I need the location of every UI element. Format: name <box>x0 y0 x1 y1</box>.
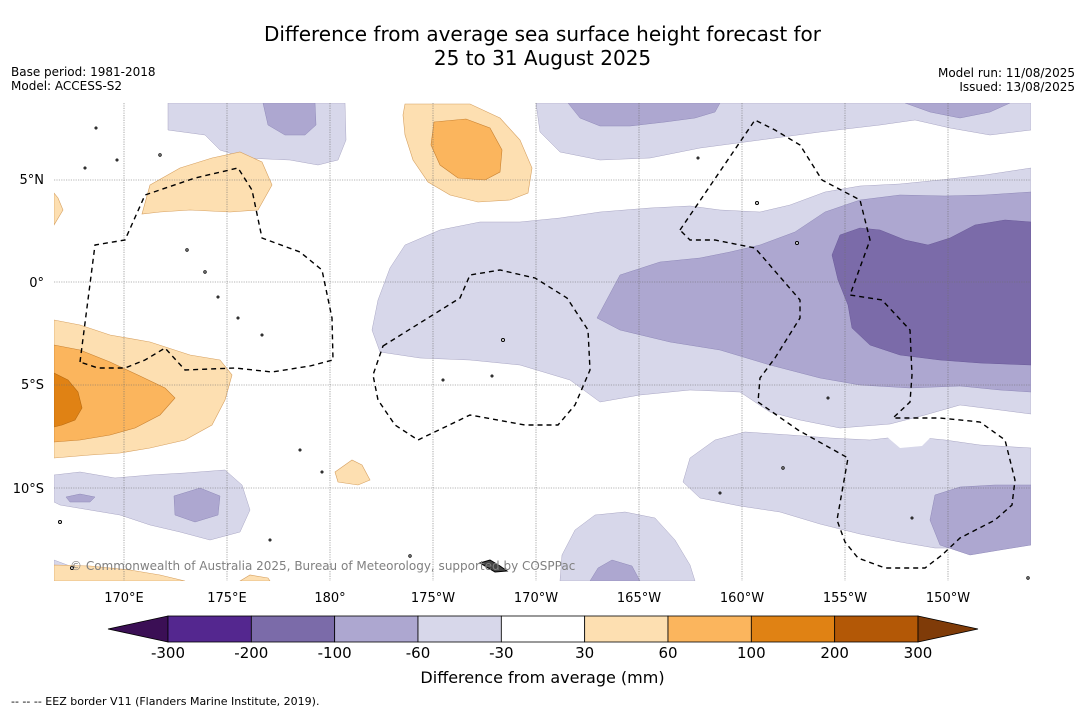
model-label: Model: ACCESS-S2 <box>11 79 123 93</box>
lat-labels: 5°N 0° 5°S 10°S <box>13 173 44 497</box>
colorbar-tick-label: 200 <box>820 644 849 662</box>
islands <box>58 126 1030 580</box>
lon-label-150w: 150°W <box>926 591 970 606</box>
contour-neg-100 <box>831 219 1031 366</box>
gridlines <box>54 103 1031 581</box>
lon-labels: 170°E 175°E 180° 175°W 170°W 165°W 160°W… <box>104 591 970 606</box>
colorbar-tick-label: -30 <box>489 644 514 662</box>
colorbar-tick-label: -300 <box>151 644 185 662</box>
colorbar-title: Difference from average (mm) <box>420 668 665 687</box>
island-fiji <box>478 559 509 573</box>
meta-right: Model run: 11/08/2025 Issued: 13/08/2025 <box>938 66 1075 94</box>
colorbar-bin <box>500 615 586 643</box>
issued-label: Issued: 13/08/2025 <box>959 80 1075 94</box>
colorbar-bin <box>167 615 252 643</box>
colorbar: -300 -200 -100 -60 -30 30 60 100 200 300 <box>107 615 979 662</box>
lon-label-180: 180° <box>314 591 345 606</box>
colorbar-bin <box>834 615 919 643</box>
white-patch <box>886 428 930 448</box>
colorbar-bin <box>250 615 336 643</box>
colorbar-extend-low <box>107 615 169 643</box>
eez-footnote: -- -- -- EEZ border V11 (Flanders Marine… <box>11 695 320 708</box>
colorbar-tick-label: -60 <box>406 644 431 662</box>
contour-pos-60 <box>54 118 503 443</box>
map-field: © Commonwealth of Australia 2025, Bureau… <box>54 103 1031 581</box>
lon-label-175e: 175°E <box>207 591 247 606</box>
colorbar-tick-label: 30 <box>575 644 594 662</box>
eez-borders <box>79 119 1016 569</box>
lon-label-170w: 170°W <box>514 591 558 606</box>
contour-pos-100 <box>54 372 83 428</box>
base-period-label: Base period: 1981-2018 <box>11 65 156 79</box>
colorbar-tick-label: 100 <box>737 644 766 662</box>
lon-label-160w: 160°W <box>720 591 764 606</box>
colorbar-tick-labels: -300 -200 -100 -60 -30 30 60 100 200 300 <box>151 644 932 662</box>
model-run-label: Model run: 11/08/2025 <box>937 66 1075 80</box>
colorbar-tick-label: 60 <box>658 644 677 662</box>
colorbar-bin <box>750 615 836 643</box>
lat-label-5s: 5°S <box>21 378 44 393</box>
lat-label-5n: 5°N <box>20 173 45 188</box>
lat-label-0: 0° <box>29 276 44 291</box>
colorbar-bin <box>417 615 502 643</box>
lat-label-10s: 10°S <box>13 482 44 497</box>
lon-label-170e: 170°E <box>104 591 144 606</box>
colorbar-extend-high <box>917 615 979 643</box>
colorbar-bin <box>667 615 752 643</box>
meta-left: Base period: 1981-2018 Model: ACCESS-S2 <box>11 65 156 93</box>
colorbar-tick-label: 300 <box>904 644 933 662</box>
map-title-line1: Difference from average sea surface heig… <box>263 22 822 46</box>
lon-label-155w: 155°W <box>823 591 867 606</box>
colorbar-tick-label: -100 <box>318 644 352 662</box>
colorbar-bin <box>584 615 669 643</box>
colorbar-tick-label: -200 <box>234 644 268 662</box>
lon-label-175w: 175°W <box>411 591 455 606</box>
colorbar-bin <box>334 615 419 643</box>
map-title-line2: 25 to 31 August 2025 <box>433 46 652 70</box>
copyright-text: © Commonwealth of Australia 2025, Bureau… <box>70 559 575 573</box>
lon-label-165w: 165°W <box>617 591 661 606</box>
map-title: Difference from average sea surface heig… <box>0 22 1085 70</box>
colorbar-bins <box>167 615 919 643</box>
